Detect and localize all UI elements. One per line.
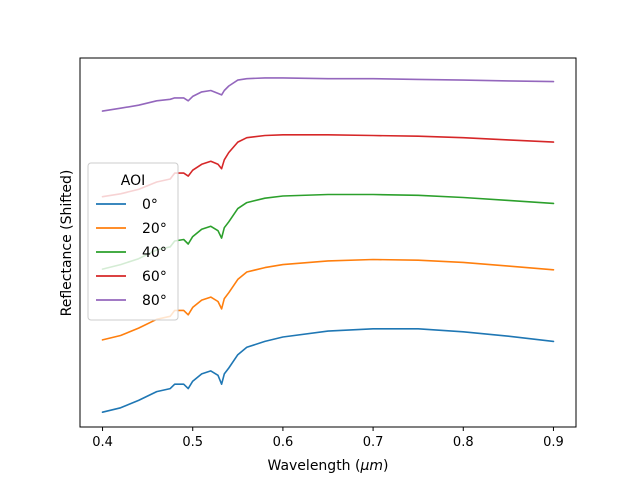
x-tick-label: 0.7	[363, 435, 384, 450]
x-tick-label: 0.6	[273, 435, 294, 450]
x-axis-unit: μm	[359, 458, 383, 474]
legend: AOI 0° 20° 40° 60° 80°	[87, 162, 179, 321]
legend-box	[87, 162, 179, 321]
x-tick-label: 0.8	[453, 435, 474, 450]
y-axis-label: Reflectance (Shifted)	[59, 170, 75, 317]
legend-label: 0°	[142, 197, 158, 213]
x-tick-label: 0.9	[543, 435, 564, 450]
plot-frame	[79, 57, 577, 428]
legend-label: 80°	[142, 293, 167, 309]
x-tick-label: 0.5	[182, 435, 203, 450]
x-tick-label: 0.4	[92, 435, 113, 450]
legend-label: 40°	[142, 245, 167, 261]
legend-entries: 0° 20° 40° 60° 80°	[96, 197, 167, 309]
series-line-0	[101, 328, 555, 413]
legend-label: 60°	[142, 269, 167, 285]
legend-label: 20°	[142, 221, 167, 237]
legend-title: AOI	[121, 173, 145, 189]
x-axis: 0.4 0.5 0.6 0.7 0.8 0.9	[92, 427, 564, 450]
x-axis-label: Wavelength (μm)	[268, 458, 389, 474]
series-line-4	[101, 77, 555, 112]
